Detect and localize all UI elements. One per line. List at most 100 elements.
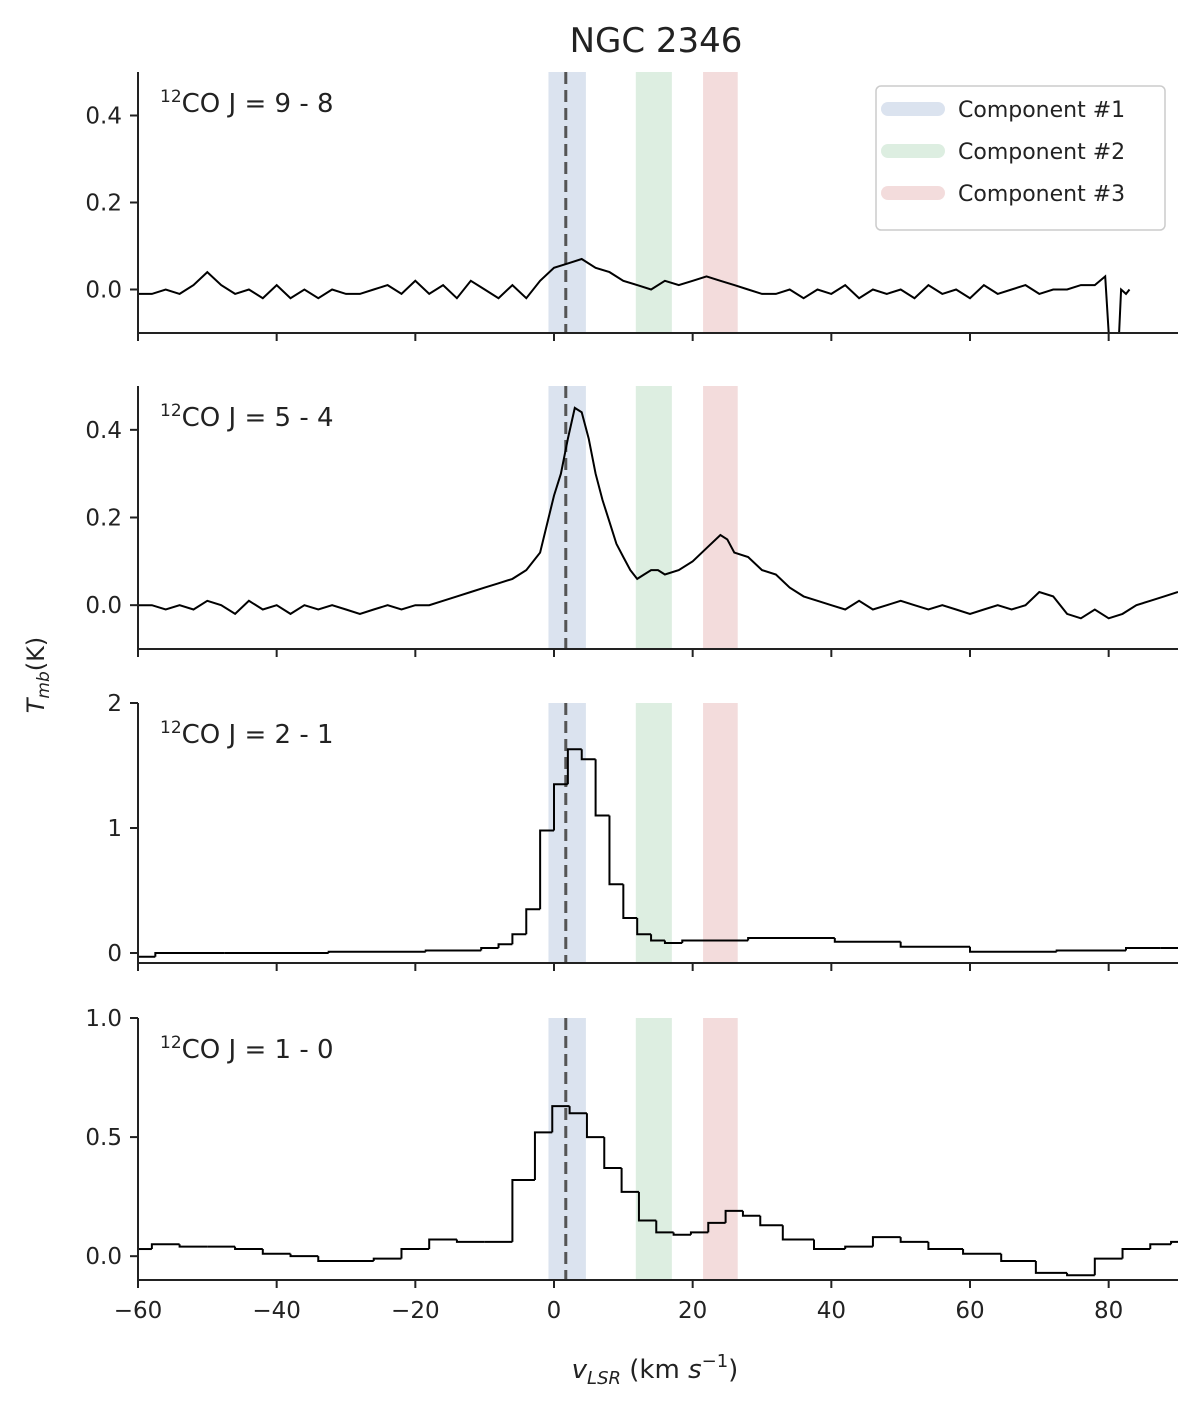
component-band: [635, 386, 672, 649]
legend-label: Component #3: [958, 182, 1125, 207]
spectrum-step: [568, 1106, 587, 1115]
spectrum-step: [428, 1238, 457, 1250]
spectrum-step: [962, 1249, 1002, 1255]
x-tick-label: −40: [252, 1298, 301, 1324]
x-tick-label: 80: [1094, 1298, 1123, 1324]
spectrum-step: [150, 1243, 180, 1250]
y-tick-label: 0.2: [85, 191, 122, 217]
x-tick-label: −60: [114, 1298, 163, 1324]
spectrum-step: [689, 1231, 709, 1235]
spectrum-step: [833, 938, 901, 943]
legend: Component #1 Component #2 Component #3: [875, 85, 1166, 231]
spectrum-step: [1000, 1253, 1036, 1262]
spectrum-step: [511, 933, 527, 945]
spectrum-step: [400, 1248, 430, 1259]
spectrum-step: [681, 939, 749, 943]
panel-label: 12CO J = 9 - 8: [160, 87, 334, 119]
spectrum-step: [969, 946, 1057, 953]
component-band: [703, 1018, 738, 1280]
spectrum-step: [327, 950, 426, 953]
spectrum-step: [566, 748, 582, 785]
x-tick-label: −20: [391, 1298, 440, 1324]
y-tick-label: 0.2: [85, 506, 122, 532]
isotope: 12: [160, 401, 182, 421]
y-tick-label: 0.4: [85, 104, 122, 130]
transition: CO J = 9 - 8: [182, 89, 334, 119]
component-band: [635, 1018, 672, 1280]
spectrum: [138, 257, 1131, 333]
spectrum-step: [636, 918, 652, 936]
y-tick-label: 0.0: [85, 593, 122, 619]
spectrum-step: [455, 1239, 485, 1243]
spectrum-step: [620, 1168, 639, 1193]
spectrum-step: [511, 1178, 535, 1242]
spectrum-step: [1121, 1248, 1151, 1259]
spectrum-step: [580, 749, 596, 761]
y-tick-label: 0.0: [85, 1244, 122, 1270]
y-tick-label: 0.0: [85, 278, 122, 304]
legend-label: Component #2: [958, 140, 1125, 165]
spectrum-step: [1125, 947, 1161, 951]
isotope: 12: [160, 1033, 182, 1053]
y-tick-label: 0: [107, 941, 122, 967]
spectrum-line: [138, 257, 1131, 333]
spectrum: [138, 1105, 1178, 1277]
spectrum-step: [553, 783, 568, 831]
spectrum-step: [178, 1244, 208, 1248]
legend-label: Component #1: [958, 98, 1125, 123]
spectrum: [138, 748, 1178, 958]
spectrum-step: [608, 815, 624, 886]
spectrum-step: [234, 1246, 263, 1251]
spectrum-line: [138, 406, 1178, 620]
x-tick-label: 40: [817, 1298, 846, 1324]
panel-label: 12CO J = 1 - 0: [160, 1033, 334, 1065]
spectrum-step: [1093, 1257, 1123, 1276]
spectrum-step: [655, 1220, 674, 1234]
spectrum-step: [663, 940, 683, 944]
panel: 0.0 0.2 0.4 12CO J = 9 - 8: [85, 72, 1178, 341]
panel: 0.0 0.5 1.0 −60 −40 −20 0 20 40 60 80 12CO J = 1 - …: [85, 1006, 1178, 1324]
spectrum-step: [871, 1236, 901, 1247]
isotope: 12: [160, 718, 182, 738]
component-band: [635, 703, 672, 963]
spectrum-step: [1066, 1272, 1095, 1277]
spectrum-step: [747, 937, 835, 941]
spectrum: [138, 406, 1178, 620]
spectrum-step: [261, 1249, 291, 1255]
spectrum-step: [603, 1137, 622, 1170]
spectrum-step: [1034, 1260, 1068, 1274]
spectrum-step: [650, 934, 665, 942]
spectrum-step: [289, 1253, 319, 1258]
legend-box: [875, 85, 1166, 231]
spectrum-step: [551, 1105, 570, 1133]
y-tick-label: 1: [107, 816, 122, 842]
spectrum-step: [533, 1131, 553, 1180]
y-tick-label: 2: [107, 691, 122, 717]
spectrum-step: [1170, 1240, 1178, 1245]
x-tick-label: 60: [955, 1298, 984, 1324]
y-tick-label: 1.0: [85, 1006, 122, 1032]
spectrum-step: [424, 949, 482, 952]
spectrum-step: [781, 1225, 814, 1241]
spectrum-step: [759, 1215, 783, 1227]
component-band: [703, 72, 738, 333]
component-band: [703, 386, 738, 649]
spectrum-step: [585, 1113, 605, 1139]
spectrum-step: [525, 908, 541, 935]
spectrum-step: [622, 884, 638, 919]
y-tick-label: 0.5: [85, 1125, 122, 1151]
x-tick-label: 20: [678, 1298, 707, 1324]
spectrum-step: [1149, 1243, 1172, 1250]
spectrum-step: [317, 1256, 346, 1262]
spectrum-step: [844, 1245, 873, 1250]
spectrum-step: [637, 1191, 657, 1222]
y-axis-label: Tmb(K): [22, 637, 54, 714]
spectrum-step: [672, 1232, 691, 1236]
spectrum-step: [154, 952, 225, 957]
spectrum-step: [539, 829, 554, 910]
x-axis-label: vLSR (km s−1): [572, 1351, 739, 1389]
transition: CO J = 5 - 4: [182, 403, 334, 433]
transition: CO J = 2 - 1: [182, 720, 334, 750]
